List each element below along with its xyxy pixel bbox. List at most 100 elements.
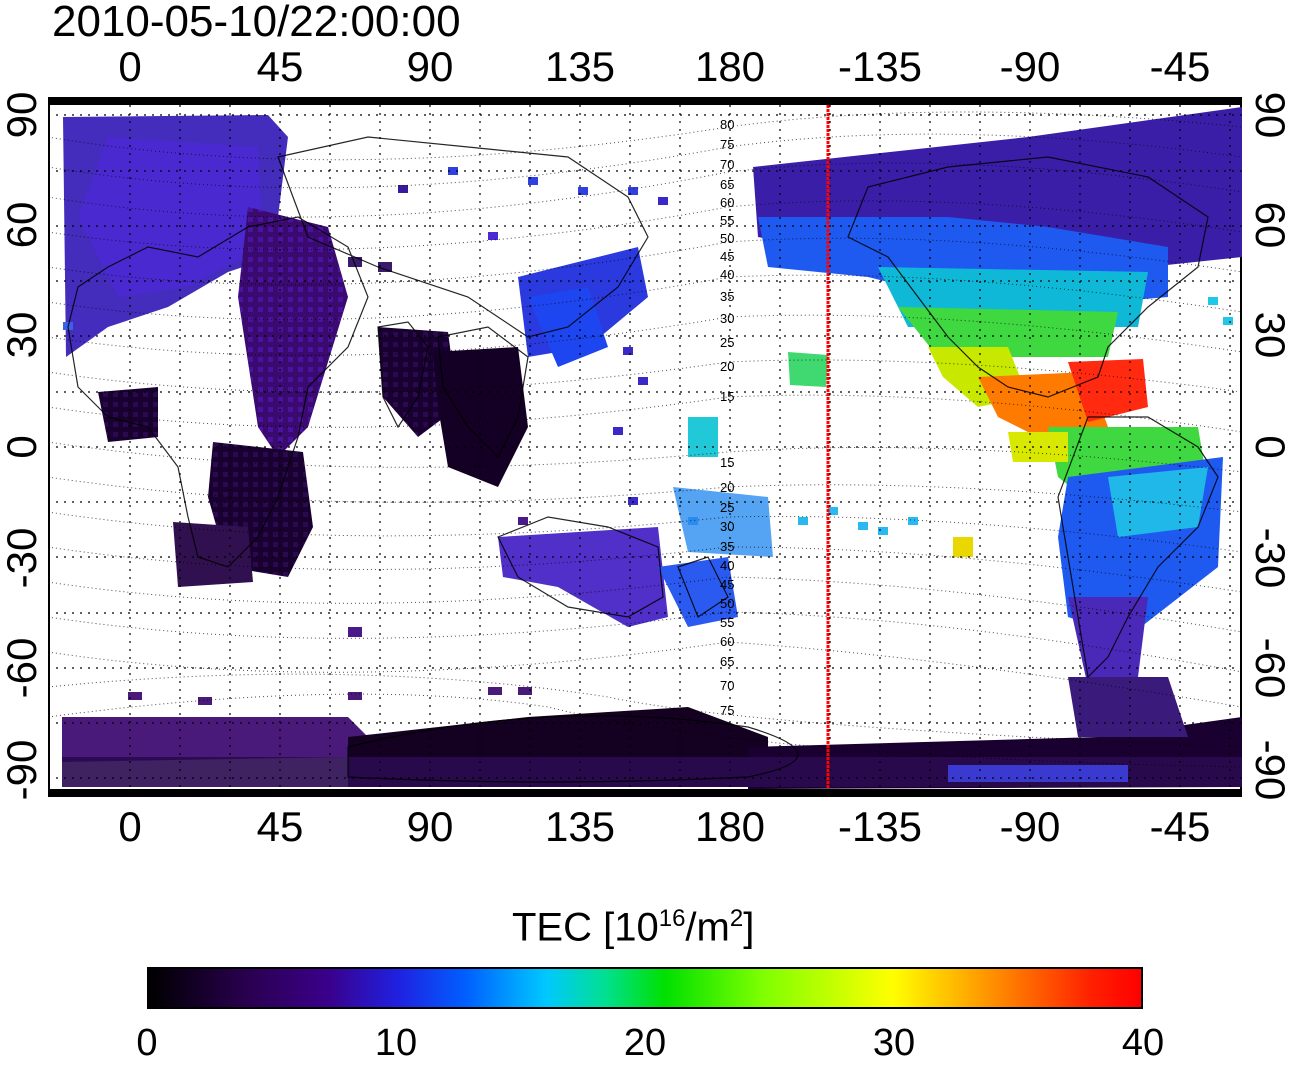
contour-label: 65 xyxy=(720,654,734,669)
contour-label: 15 xyxy=(720,389,734,404)
contour-label: 70 xyxy=(720,678,734,693)
map-title: 2010-05-10/22:00:00 xyxy=(52,0,461,46)
tec-region-africa-w xyxy=(98,387,158,442)
contour-label: 40 xyxy=(720,267,734,282)
tec-dot xyxy=(878,527,888,535)
contour-label: 45 xyxy=(720,577,734,592)
top-tick-5: -135 xyxy=(837,43,923,90)
contour-label: 60 xyxy=(720,195,734,210)
top-tick-7: -45 xyxy=(1149,43,1211,90)
tec-region-europe-core xyxy=(78,137,263,297)
tec-region-africa-n xyxy=(238,207,348,457)
tec-region-central-orange xyxy=(978,372,1108,442)
tec-region-pacific-cyan xyxy=(688,417,718,457)
left-tick-m90: -90 xyxy=(0,739,45,801)
top-tick-3: 135 xyxy=(544,43,616,90)
tec-region-sa-cyan xyxy=(1108,467,1208,537)
contour-label: 50 xyxy=(720,596,734,611)
coastlines xyxy=(67,136,1219,783)
bottom-tick-5: -135 xyxy=(837,803,923,850)
contour-label: 80 xyxy=(720,117,734,132)
right-tick-m90: -90 xyxy=(1247,739,1292,801)
tec-dot xyxy=(628,187,638,195)
contour-label: 75 xyxy=(720,703,734,718)
top-tick-2: 90 xyxy=(406,43,454,90)
contour-label: 75 xyxy=(720,137,734,152)
bottom-tick-1: 45 xyxy=(256,803,304,850)
contour-label: 40 xyxy=(720,558,734,573)
contour-label: 70 xyxy=(720,157,734,172)
frame-bottom-bar xyxy=(48,789,1242,797)
bottom-tick-0: 0 xyxy=(118,803,142,850)
tec-dot xyxy=(688,517,698,525)
graticule xyxy=(48,105,1242,789)
tec-dot xyxy=(623,347,633,355)
contour-label: 55 xyxy=(720,615,734,630)
tec-dot xyxy=(198,697,212,705)
tec-region-antarctic-west xyxy=(62,717,368,762)
colorbar-tick-30: 30 xyxy=(872,1022,916,1064)
bottom-tick-2: 90 xyxy=(406,803,454,850)
tec-dot xyxy=(348,627,362,637)
tec-dot xyxy=(578,187,588,195)
tec-region-pacific-blue xyxy=(673,487,773,557)
tec-dot xyxy=(128,692,142,700)
tec-dot xyxy=(518,687,532,695)
tec-dot xyxy=(518,517,528,525)
tec-region-sa-yellow-dot xyxy=(953,537,973,557)
contour-labels: 80 75 70 65 60 55 50 45 40 35 30 25 20 1… xyxy=(720,117,734,718)
tec-dot xyxy=(798,517,808,525)
tec-dot xyxy=(488,687,502,695)
tec-dot xyxy=(828,507,838,515)
tec-dot xyxy=(628,497,638,505)
colorbar xyxy=(147,967,1143,1009)
contour-label: 45 xyxy=(720,249,734,264)
left-tick-0: 0 xyxy=(0,435,45,459)
left-tick-m60: -60 xyxy=(0,637,45,699)
left-tick-60: 60 xyxy=(0,201,45,249)
frame-top-bar xyxy=(48,97,1242,105)
tec-dot xyxy=(398,185,408,193)
contour-label: 25 xyxy=(720,335,734,350)
contour-label: 30 xyxy=(720,519,734,534)
contour-label: 35 xyxy=(720,289,734,304)
left-tick-m30: -30 xyxy=(0,527,45,589)
top-tick-1: 45 xyxy=(256,43,304,90)
tec-dot xyxy=(658,197,668,205)
contour-label: 20 xyxy=(720,480,734,495)
tec-dot xyxy=(348,692,362,700)
right-tick-m60: -60 xyxy=(1247,637,1292,699)
colorbar-tick-10: 10 xyxy=(374,1022,418,1064)
tec-map: 80 75 70 65 60 55 50 45 40 35 30 25 20 1… xyxy=(48,97,1242,797)
tec-dot xyxy=(908,517,918,525)
right-tick-60: 60 xyxy=(1247,201,1292,249)
right-tick-90: 90 xyxy=(1247,91,1292,139)
tec-dot xyxy=(1208,297,1218,305)
colorbar-tick-0: 0 xyxy=(136,1022,158,1064)
contour-label: 60 xyxy=(720,634,734,649)
colorbar-tick-40: 40 xyxy=(1121,1022,1165,1064)
bottom-tick-4: 180 xyxy=(694,803,766,850)
right-tick-m30: -30 xyxy=(1247,527,1292,589)
tec-dot xyxy=(348,257,362,267)
left-tick-30: 30 xyxy=(0,311,45,359)
tec-dot xyxy=(448,167,458,175)
tec-region-sa-yellow xyxy=(1008,432,1068,462)
contour-label: 35 xyxy=(720,539,734,554)
bottom-tick-6: -90 xyxy=(999,803,1061,850)
tec-dot xyxy=(378,262,392,272)
tec-region-australia xyxy=(498,527,668,627)
tec-dot xyxy=(488,232,498,240)
contour-label: 65 xyxy=(720,177,734,192)
magnetic-contours xyxy=(48,111,1242,768)
left-tick-90: 90 xyxy=(0,91,45,139)
contour-label: 15 xyxy=(720,455,734,470)
tec-region-nz xyxy=(658,557,738,627)
tec-region-antarctic-blue xyxy=(948,765,1128,782)
right-tick-0: 0 xyxy=(1247,435,1292,459)
tec-region-antarctic-band xyxy=(62,757,1242,787)
tec-region-sa-south xyxy=(1068,597,1148,687)
colorbar-tick-20: 20 xyxy=(623,1022,667,1064)
tec-region-hawaii xyxy=(788,352,828,387)
bottom-tick-7: -45 xyxy=(1149,803,1211,850)
